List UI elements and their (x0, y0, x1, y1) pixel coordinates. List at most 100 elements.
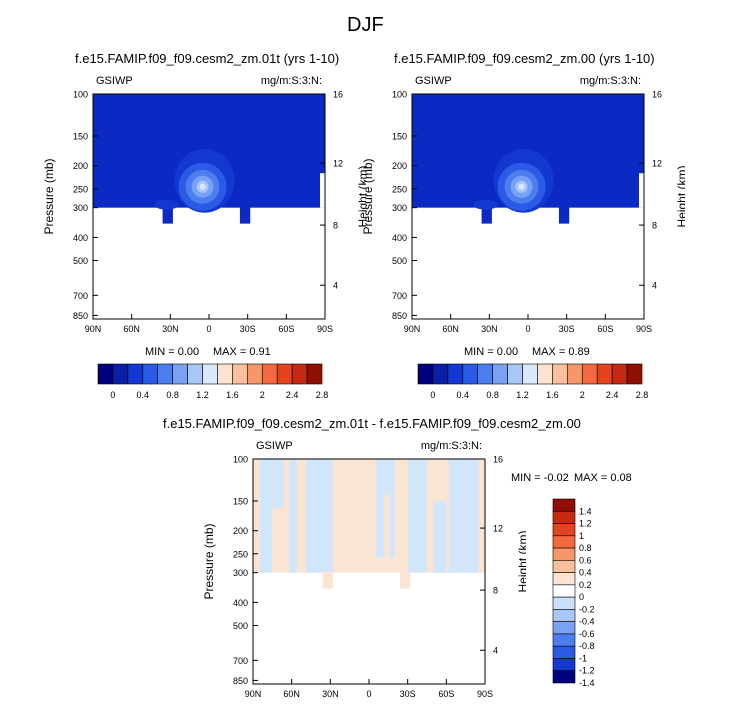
colorbar-swatch (261, 363, 278, 385)
colorbar-label: -0.6 (579, 629, 595, 639)
x-tick-label: 30S (400, 689, 416, 699)
y-tick-label: 850 (233, 676, 248, 686)
height-axis-label: Height (km) (675, 165, 685, 227)
height-axis-label: Height (km) (516, 530, 526, 592)
colorbar-label: -0.8 (579, 641, 595, 651)
colorbar-swatch (567, 363, 583, 385)
height-tick-label: 12 (652, 159, 662, 169)
colorbar-label: 1 (579, 531, 584, 541)
height-tick-label: 12 (333, 159, 343, 169)
colorbar-label: 1.4 (579, 506, 592, 516)
panel-3-min: MIN = -0.02 (511, 472, 569, 484)
y-tick-label: 200 (392, 161, 407, 171)
x-tick-label: 0 (206, 324, 211, 334)
x-tick-label: 0 (366, 689, 371, 699)
diff-dip (322, 571, 333, 589)
panel-3-left-label: GSIWP (256, 440, 293, 452)
x-tick-label: 30S (559, 324, 575, 334)
colorbar-swatch (157, 363, 173, 385)
diff-negative-band (289, 459, 297, 573)
colorbar-label: 2.4 (286, 390, 299, 400)
panel-1-chart: GSIWP mg/m:S:3:N: 100 150 200 250 300 400 500 7… (42, 75, 366, 334)
colorbar-swatch (522, 363, 538, 385)
colorbar-swatch (477, 363, 493, 385)
colorbar-swatch (552, 609, 576, 622)
x-tick-label: 30S (240, 324, 256, 334)
panel-1-left-label: GSIWP (96, 75, 133, 87)
panel-2-max: MAX = 0.89 (532, 346, 590, 358)
colorbar-label: -0.2 (579, 604, 595, 614)
colorbar-swatch (537, 363, 553, 385)
y-tick-label: 150 (392, 131, 407, 141)
y-axis-label: Pressure (mb) (361, 158, 375, 234)
colorbar-label: -0.4 (579, 617, 595, 627)
panel-3-right-label: mg/m:S:3:N: (421, 440, 482, 452)
panel-1-min: MIN = 0.00 (145, 346, 200, 358)
colorbar-label: 0.4 (579, 568, 592, 578)
colorbar-swatch (306, 363, 323, 385)
colorbar-swatch (552, 584, 576, 598)
colorbar-swatch (112, 363, 129, 385)
panel-1-colorbar: 0 0.4 0.8 1.2 1.6 2 2.4 2.8 (97, 363, 328, 400)
y-tick-label: 250 (233, 549, 248, 559)
y-tick-label: 200 (233, 526, 248, 536)
colorbar-label: 0.4 (137, 390, 150, 400)
colorbar-swatch (552, 560, 576, 573)
y-tick-label: 850 (73, 311, 88, 321)
colorbar-swatch (447, 363, 464, 385)
y-tick-label: 700 (73, 291, 88, 301)
y-tick-label: 150 (233, 496, 248, 506)
x-tick-label: 60N (123, 324, 140, 334)
x-tick-label: 60N (442, 324, 459, 334)
colorbar-label: 0 (430, 390, 435, 400)
diff-positive-streak (283, 459, 290, 541)
x-tick-label: 60N (283, 689, 300, 699)
colorbar-swatch (462, 363, 479, 385)
colorbar-swatch (626, 363, 643, 385)
y-tick-label: 100 (392, 90, 407, 100)
colorbar-swatch (97, 363, 114, 385)
diff-negative-band (305, 459, 333, 573)
field-dip (162, 206, 173, 224)
colorbar-swatch (552, 658, 576, 672)
x-tick-label: 30N (481, 324, 498, 334)
diff-negative-band (433, 500, 447, 573)
y-tick-label: 400 (392, 233, 407, 243)
colorbar-label: 1.6 (226, 390, 239, 400)
height-tick-label: 4 (333, 281, 338, 291)
field-notch (320, 173, 325, 208)
height-tick-label: 16 (652, 90, 662, 100)
height-tick-label: 16 (333, 90, 343, 100)
height-tick-label: 4 (493, 646, 498, 656)
colorbar-swatch (232, 363, 248, 385)
colorbar-swatch (217, 363, 233, 385)
colorbar-swatch (552, 633, 576, 647)
panel-3-title: f.e15.FAMIP.f09_f09.cesm2_zm.01t - f.e15… (163, 416, 581, 431)
height-tick-label: 8 (493, 586, 498, 596)
panel-2-left-label: GSIWP (415, 75, 452, 87)
y-tick-label: 300 (392, 203, 407, 213)
panel-3-chart: GSIWP mg/m:S:3:N: 100 150 200 250 300 400 500 7… (202, 440, 526, 699)
x-tick-label: 90N (404, 324, 421, 334)
diff-negative-band (448, 459, 479, 573)
x-tick-label: 90N (245, 689, 262, 699)
height-axis-label: Height (km) (356, 165, 366, 227)
panel-2-chart: GSIWP mg/m:S:3:N: 100 150 200 250 300 400 500 7… (361, 75, 685, 334)
field-dip (239, 206, 251, 224)
contour-level (199, 183, 206, 190)
x-tick-label: 90S (636, 324, 652, 334)
colorbar-label: 0 (579, 592, 584, 602)
colorbar-label: 0.8 (579, 543, 592, 553)
colorbar-label: 0.4 (457, 390, 470, 400)
colorbar-label: 0.2 (579, 580, 592, 590)
colorbar-label: 2 (260, 390, 265, 400)
colorbar-swatch (552, 363, 568, 385)
height-tick-label: 12 (493, 524, 503, 534)
colorbar-swatch (552, 645, 576, 659)
x-tick-label: 30N (322, 689, 339, 699)
x-tick-label: 60S (597, 324, 613, 334)
colorbar-swatch (552, 621, 576, 635)
x-tick-label: 60S (278, 324, 294, 334)
colorbar-swatch (581, 363, 598, 385)
colorbar-swatch (202, 363, 218, 385)
